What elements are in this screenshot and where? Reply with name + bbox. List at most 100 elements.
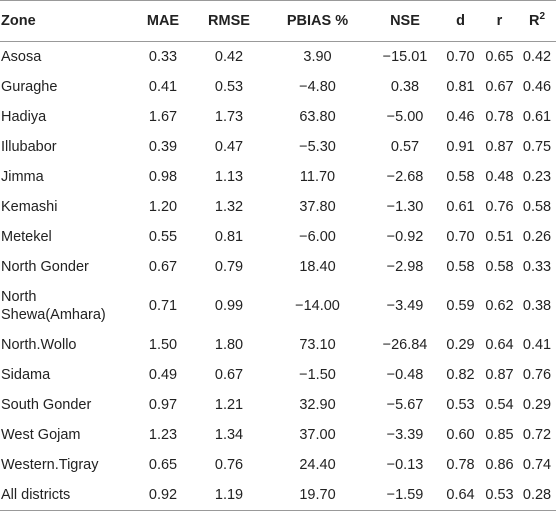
- cell-rmse: 1.80: [214, 337, 244, 353]
- cell-zone: Hadiya: [1, 109, 47, 125]
- cell-r2: 0.58: [522, 199, 552, 215]
- table-body: Asosa 0.33 0.42 3.90 −15.01 0.70 0.65 0.42 Gurag…: [0, 42, 556, 511]
- cell-mae: 1.67: [148, 109, 178, 125]
- cell-zone: All districts: [0, 480, 133, 511]
- table-row: Asosa 0.33 0.42 3.90 −15.01 0.70 0.65 0.42: [0, 42, 556, 73]
- cell-mae: 0.41: [148, 79, 178, 95]
- cell-d: 0.58: [446, 259, 475, 275]
- cell-d: 0.64: [440, 480, 481, 511]
- cell-mae: 0.39: [148, 139, 178, 155]
- cell-nse: 0.38: [390, 79, 420, 95]
- cell-zone: North Gonder: [1, 259, 89, 275]
- cell-pbias: 63.80: [299, 109, 336, 125]
- cell-rmse: 0.42: [214, 49, 244, 65]
- cell-d: 0.81: [446, 79, 475, 95]
- cell-zone: North Shewa(Amhara): [1, 289, 106, 323]
- cell-pbias: 18.40: [299, 259, 336, 275]
- cell-r: 0.78: [485, 109, 514, 125]
- cell-r2: 0.28: [518, 480, 556, 511]
- cell-pbias: −4.80: [299, 79, 336, 95]
- cell-zone: West Gojam: [1, 427, 81, 443]
- header-r2: R2: [518, 0, 556, 42]
- cell-rmse: 1.13: [214, 169, 244, 185]
- cell-rmse: 1.19: [193, 480, 265, 511]
- cell-r: 0.86: [485, 457, 514, 473]
- cell-r2: 0.23: [522, 169, 552, 185]
- cell-nse: −0.92: [386, 229, 424, 245]
- cell-rmse: 0.81: [214, 229, 244, 245]
- table-row: Sidama 0.49 0.67 −1.50 −0.48 0.82 0.87 0.76: [0, 360, 556, 390]
- cell-rmse: 0.67: [214, 367, 244, 383]
- cell-r: 0.64: [485, 337, 514, 353]
- cell-r2: 0.72: [522, 427, 552, 443]
- table-row: Hadiya 1.67 1.73 63.80 −5.00 0.46 0.78 0.61: [0, 102, 556, 132]
- header-mae: MAE: [133, 0, 193, 42]
- cell-pbias: 37.00: [299, 427, 336, 443]
- cell-pbias: 24.40: [299, 457, 336, 473]
- cell-rmse: 1.21: [214, 397, 244, 413]
- cell-d: 0.46: [446, 109, 475, 125]
- table-row: Western.Tigray 0.65 0.76 24.40 −0.13 0.78 0.86…: [0, 450, 556, 480]
- table-row: North Shewa(Amhara) 0.71 0.99 −14.00 −3.49 0.…: [0, 282, 556, 330]
- cell-r2: 0.41: [522, 337, 552, 353]
- cell-mae: 0.98: [148, 169, 178, 185]
- cell-pbias: 19.70: [265, 480, 370, 511]
- cell-d: 0.70: [446, 229, 475, 245]
- table-row: Guraghe 0.41 0.53 −4.80 0.38 0.81 0.67 0.46: [0, 72, 556, 102]
- cell-pbias: −5.30: [299, 139, 336, 155]
- cell-rmse: 1.32: [214, 199, 244, 215]
- cell-r2: 0.46: [522, 79, 552, 95]
- cell-r2: 0.26: [522, 229, 552, 245]
- cell-zone: Kemashi: [1, 199, 58, 215]
- cell-d: 0.59: [446, 298, 475, 314]
- cell-d: 0.78: [446, 457, 475, 473]
- cell-d: 0.53: [446, 397, 475, 413]
- header-d: d: [440, 0, 481, 42]
- cell-d: 0.60: [446, 427, 475, 443]
- cell-r: 0.58: [485, 259, 514, 275]
- cell-mae: 0.65: [148, 457, 178, 473]
- header-nse: NSE: [370, 0, 440, 42]
- cell-r: 0.62: [485, 298, 514, 314]
- cell-nse: −5.00: [386, 109, 424, 125]
- cell-r2: 0.75: [522, 139, 552, 155]
- cell-mae: 1.50: [148, 337, 178, 353]
- cell-zone: North.Wollo: [1, 337, 77, 353]
- cell-zone: Western.Tigray: [1, 457, 99, 473]
- cell-rmse: 1.34: [214, 427, 244, 443]
- header-zone: Zone: [0, 0, 133, 42]
- cell-nse: −1.59: [370, 480, 440, 511]
- cell-mae: 1.23: [148, 427, 178, 443]
- cell-pbias: 3.90: [303, 49, 332, 65]
- table-row: North.Wollo 1.50 1.80 73.10 −26.84 0.29 0.64 0.…: [0, 330, 556, 360]
- cell-r: 0.76: [485, 199, 514, 215]
- cell-r2: 0.74: [522, 457, 552, 473]
- cell-zone: Illubabor: [1, 139, 57, 155]
- cell-rmse: 0.76: [214, 457, 244, 473]
- cell-r: 0.87: [485, 139, 514, 155]
- cell-d: 0.61: [446, 199, 475, 215]
- cell-d: 0.82: [446, 367, 475, 383]
- cell-r2: 0.76: [522, 367, 552, 383]
- header-r2-base: R: [528, 13, 540, 29]
- header-r2-superscript: 2: [539, 11, 546, 23]
- table-row: West Gojam 1.23 1.34 37.00 −3.39 0.60 0.85 0.72: [0, 420, 556, 450]
- cell-r: 0.51: [485, 229, 514, 245]
- cell-nse: −5.67: [386, 397, 424, 413]
- cell-mae: 0.33: [148, 49, 178, 65]
- cell-rmse: 0.79: [214, 259, 244, 275]
- cell-r: 0.54: [485, 397, 514, 413]
- cell-mae: 0.97: [148, 397, 178, 413]
- cell-d: 0.91: [446, 139, 475, 155]
- cell-d: 0.58: [446, 169, 475, 185]
- cell-zone: Jimma: [1, 169, 44, 185]
- cell-d: 0.70: [446, 49, 475, 65]
- cell-zone: Sidama: [1, 367, 51, 383]
- header-pbias: PBIAS %: [265, 0, 370, 42]
- cell-mae: 0.71: [148, 298, 178, 314]
- cell-rmse: 0.53: [214, 79, 244, 95]
- cell-r2: 0.38: [522, 298, 552, 314]
- cell-rmse: 1.73: [214, 109, 244, 125]
- cell-pbias: −14.00: [295, 298, 340, 314]
